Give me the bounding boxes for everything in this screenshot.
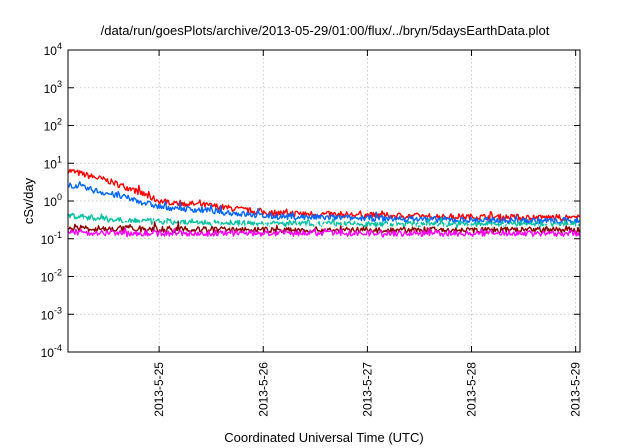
y-tick-label: 10-2 (41, 268, 62, 285)
x-axis-label: Coordinated Universal Time (UTC) (224, 430, 423, 445)
y-tick-label: 103 (44, 79, 62, 96)
y-tick-label: 101 (44, 154, 62, 171)
grid-lines (68, 50, 580, 352)
series-line (67, 181, 581, 225)
x-tick-label: 2013-5-26 (256, 362, 270, 417)
x-tick-label: 2013-5-28 (465, 362, 479, 417)
y-tick-label: 10-3 (41, 305, 62, 322)
y-tick-label: 104 (44, 41, 62, 58)
y-axis-label: cSv/day (21, 177, 36, 224)
x-tick-label: 2013-5-25 (152, 362, 166, 417)
axes: 104 103 102 101 100 10-1 10-2 10-3 10-4 2013-5-25… (41, 41, 583, 417)
series-line (67, 212, 581, 230)
y-tick-label: 100 (44, 192, 62, 209)
y-tick-label: 102 (44, 117, 62, 134)
y-tick-label: 10-4 (41, 343, 62, 360)
series-line (67, 168, 581, 222)
x-tick-label: 2013-5-27 (360, 362, 374, 417)
series-layer (67, 168, 581, 238)
y-tick-label: 10-1 (41, 230, 62, 247)
series-line (67, 227, 581, 238)
plot-frame (67, 49, 581, 353)
x-tick-label: 2013-5-29 (569, 362, 583, 417)
chart-title: /data/run/goesPlots/archive/2013-05-29/0… (101, 23, 550, 38)
